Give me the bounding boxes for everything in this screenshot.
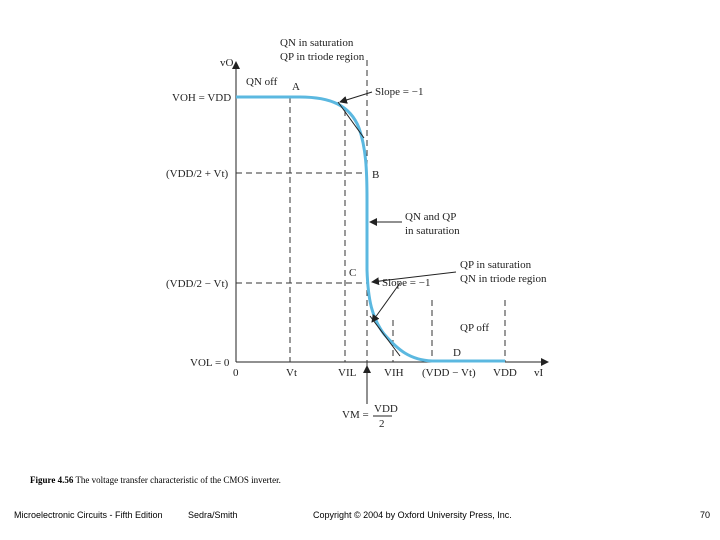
footer-copyright: Copyright © 2004 by Oxford University Pr…	[313, 510, 512, 520]
annotation: VDD	[374, 403, 398, 415]
annotation: QP off	[460, 322, 489, 334]
annotation: in saturation	[405, 225, 460, 237]
transfer-curve	[236, 95, 505, 363]
point-label: A	[292, 81, 300, 93]
x-label: Vt	[286, 367, 297, 379]
x-label: VIL	[338, 367, 357, 379]
annotation: QP in triode region	[280, 51, 365, 63]
y-label: (VDD/2 + Vt)	[166, 168, 229, 180]
footer-page: 70	[700, 510, 710, 520]
tangent-bottom	[369, 315, 401, 357]
point-label: B	[372, 169, 379, 181]
guides	[236, 60, 506, 400]
y-label: VOH = VDD	[172, 92, 231, 104]
x-label: VIH	[384, 367, 404, 379]
footer-authors: Sedra/Smith	[188, 510, 238, 520]
annotation: Slope = −1	[375, 86, 423, 98]
annotation: QP in saturation	[460, 259, 532, 271]
caption-label: Figure 4.56	[30, 475, 74, 485]
annotation: QN in saturation	[280, 37, 354, 49]
y-label: (VDD/2 − Vt)	[166, 278, 229, 290]
point-label: C	[349, 267, 356, 279]
annotation: QN in triode region	[460, 273, 547, 285]
y-label: VOL = 0	[190, 357, 230, 369]
caption: Figure 4.56 The voltage transfer charact…	[30, 475, 281, 485]
x-label: 0	[233, 367, 239, 379]
tangent-top	[337, 101, 365, 139]
annotation: QN and QP	[405, 211, 456, 223]
x-label: VDD	[493, 367, 517, 379]
annotation: 2	[379, 418, 385, 430]
point-label: D	[453, 347, 461, 359]
annotation: VM =	[342, 409, 369, 421]
x-axis-label: vI	[534, 367, 544, 379]
caption-text: The voltage transfer characteristic of t…	[75, 475, 280, 485]
x-label: (VDD − Vt)	[422, 367, 476, 379]
footer-book: Microelectronic Circuits - Fifth Edition	[14, 510, 163, 520]
y-axis-label: vO	[220, 57, 234, 69]
annotation: QN off	[246, 76, 278, 88]
annotation: Slope = −1	[382, 277, 430, 289]
diagram: vO vI VOH = VDD (VDD/2 + Vt) (VDD/2 − Vt…	[166, 37, 549, 430]
